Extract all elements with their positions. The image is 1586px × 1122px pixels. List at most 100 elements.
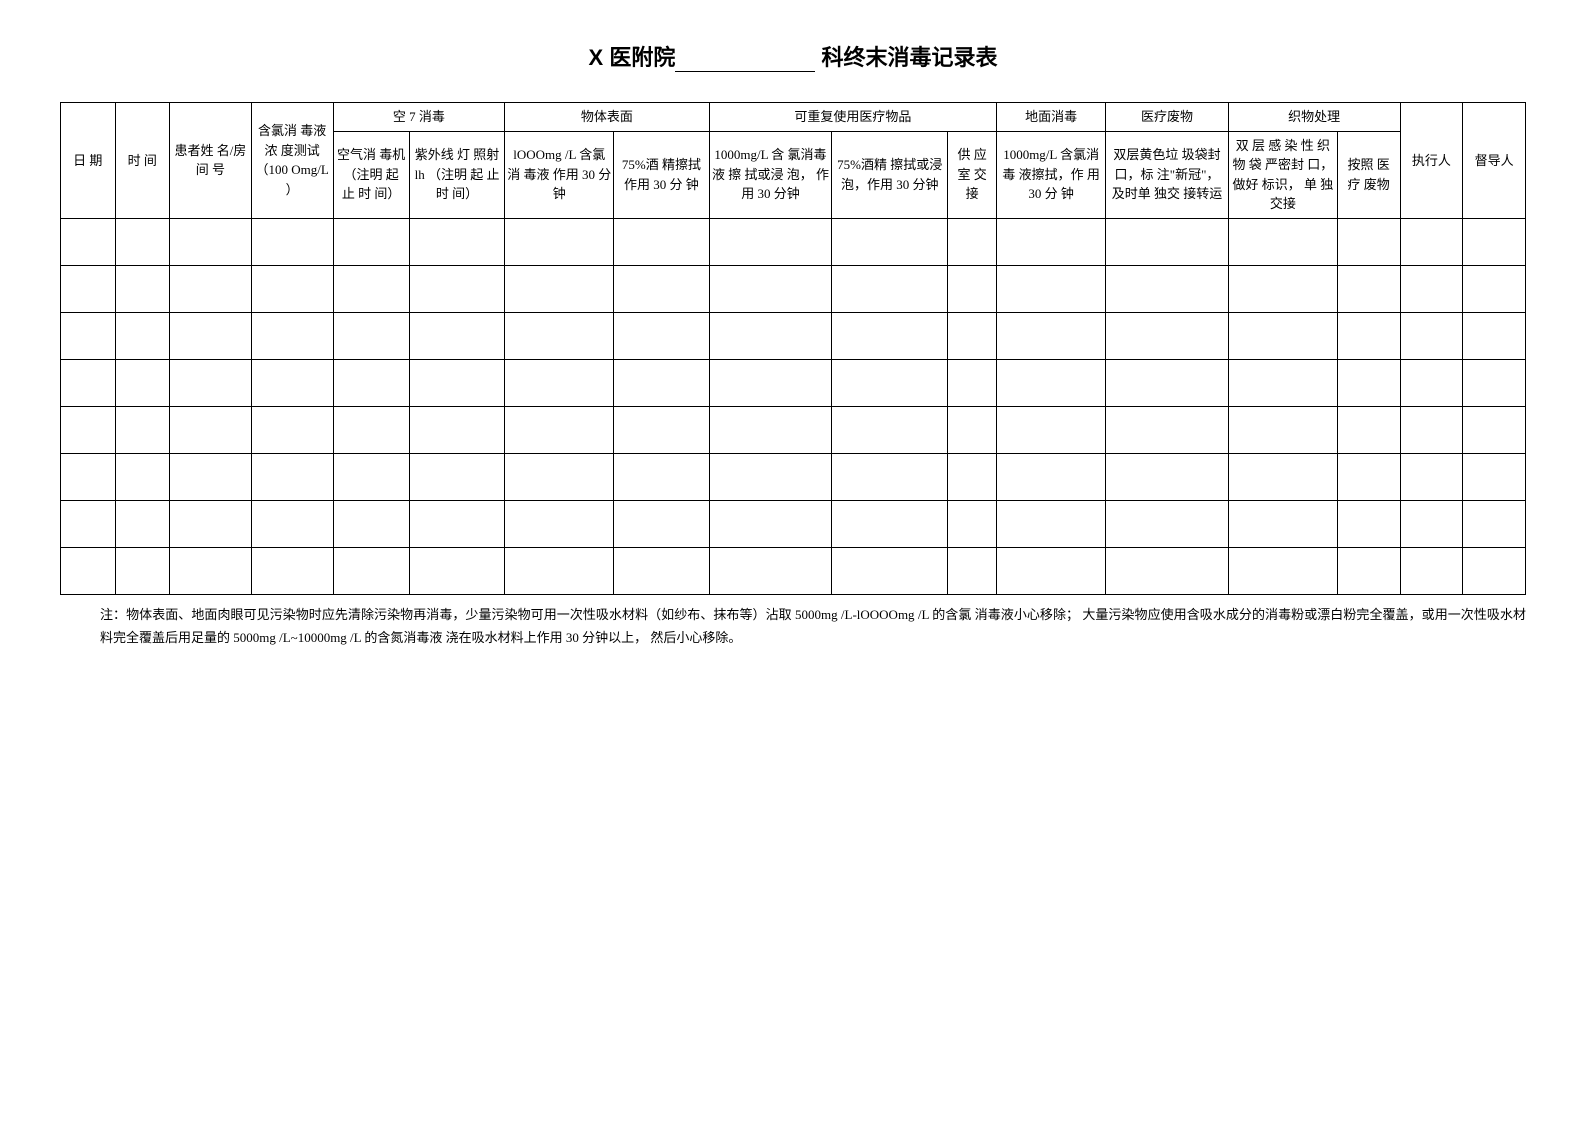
table-cell: [115, 453, 170, 500]
table-cell: [409, 406, 504, 453]
table-cell: [505, 500, 614, 547]
table-cell: [1400, 500, 1463, 547]
table-cell: [333, 218, 409, 265]
table-cell: [1400, 453, 1463, 500]
table-cell: [409, 500, 504, 547]
table-cell: [1228, 359, 1337, 406]
table-cell: [170, 265, 252, 312]
table-cell: [1106, 406, 1229, 453]
table-cell: [1400, 265, 1463, 312]
table-cell: [1228, 453, 1337, 500]
table-cell: [333, 500, 409, 547]
table-cell: [832, 453, 948, 500]
title-suffix: 科终末消毒记录表: [815, 45, 997, 70]
header-date: 日 期: [61, 103, 116, 219]
header-surface-alcohol: 75%酒 精擦拭 作用 30 分 钟: [614, 131, 709, 218]
table-cell: [1337, 312, 1400, 359]
table-cell: [505, 265, 614, 312]
table-cell: [614, 312, 709, 359]
table-row: [61, 359, 1526, 406]
table-cell: [614, 406, 709, 453]
title-blank: [675, 71, 815, 72]
table-row: [61, 453, 1526, 500]
header-supply: 供 应 室 交 接: [948, 131, 997, 218]
table-cell: [251, 453, 333, 500]
table-cell: [61, 265, 116, 312]
table-cell: [1228, 406, 1337, 453]
table-cell: [61, 359, 116, 406]
header-surface-group: 物体表面: [505, 103, 709, 132]
footnote: 注：物体表面、地面肉眼可见污染物时应先清除污染物再消毒，少量污染物可用一次性吸水…: [60, 603, 1526, 650]
table-cell: [251, 359, 333, 406]
table-cell: [1400, 218, 1463, 265]
table-cell: [948, 406, 997, 453]
table-cell: [709, 312, 832, 359]
table-cell: [1400, 406, 1463, 453]
table-cell: [1228, 312, 1337, 359]
table-cell: [997, 359, 1106, 406]
table-row: [61, 265, 1526, 312]
disinfection-record-table: 日 期 时 间 患者姓 名/房 间 号 含氯消 毒液浓 度测试 （100 Omg…: [60, 102, 1526, 595]
table-cell: [832, 265, 948, 312]
table-cell: [333, 547, 409, 594]
table-cell: [333, 359, 409, 406]
table-cell: [832, 406, 948, 453]
table-cell: [115, 359, 170, 406]
table-cell: [709, 500, 832, 547]
table-cell: [948, 312, 997, 359]
table-cell: [170, 453, 252, 500]
table-cell: [61, 500, 116, 547]
table-cell: [709, 218, 832, 265]
table-cell: [170, 500, 252, 547]
table-cell: [409, 265, 504, 312]
table-cell: [1463, 406, 1526, 453]
table-cell: [61, 312, 116, 359]
table-cell: [614, 265, 709, 312]
header-surface-chlorine: lOOOmg /L 含氯 消 毒液 作用 30 分钟: [505, 131, 614, 218]
table-cell: [505, 312, 614, 359]
table-cell: [997, 406, 1106, 453]
table-cell: [1228, 547, 1337, 594]
table-cell: [948, 500, 997, 547]
table-cell: [170, 359, 252, 406]
table-cell: [1463, 218, 1526, 265]
table-cell: [709, 547, 832, 594]
table-cell: [709, 453, 832, 500]
table-cell: [170, 312, 252, 359]
table-cell: [170, 547, 252, 594]
table-cell: [1106, 359, 1229, 406]
table-cell: [997, 500, 1106, 547]
header-uv-lamp: 紫外线 灯 照射 lh （注明 起 止时 间）: [409, 131, 504, 218]
table-cell: [1463, 265, 1526, 312]
table-cell: [505, 406, 614, 453]
table-row: [61, 312, 1526, 359]
header-floor-detail: 1000mg/L 含氯消毒 液擦拭，作 用 30 分 钟: [997, 131, 1106, 218]
table-cell: [614, 453, 709, 500]
header-chlorine-test: 含氯消 毒液浓 度测试 （100 Omg/L ）: [251, 103, 333, 219]
table-cell: [1106, 265, 1229, 312]
table-cell: [1463, 453, 1526, 500]
header-supervisor: 督导人: [1463, 103, 1526, 219]
table-cell: [333, 406, 409, 453]
table-cell: [251, 218, 333, 265]
table-cell: [832, 218, 948, 265]
table-cell: [614, 359, 709, 406]
header-reusable-alcohol: 75%酒精 擦拭或浸 泡，作用 30 分钟: [832, 131, 948, 218]
table-cell: [709, 265, 832, 312]
table-cell: [1337, 265, 1400, 312]
header-floor: 地面消毒: [997, 103, 1106, 132]
table-cell: [61, 406, 116, 453]
table-row: [61, 547, 1526, 594]
table-cell: [1337, 218, 1400, 265]
table-cell: [409, 312, 504, 359]
table-cell: [1337, 500, 1400, 547]
table-cell: [709, 406, 832, 453]
table-cell: [997, 218, 1106, 265]
table-body: [61, 218, 1526, 594]
table-row: [61, 406, 1526, 453]
table-cell: [1463, 500, 1526, 547]
table-cell: [832, 312, 948, 359]
table-cell: [997, 312, 1106, 359]
table-cell: [333, 453, 409, 500]
table-cell: [614, 218, 709, 265]
